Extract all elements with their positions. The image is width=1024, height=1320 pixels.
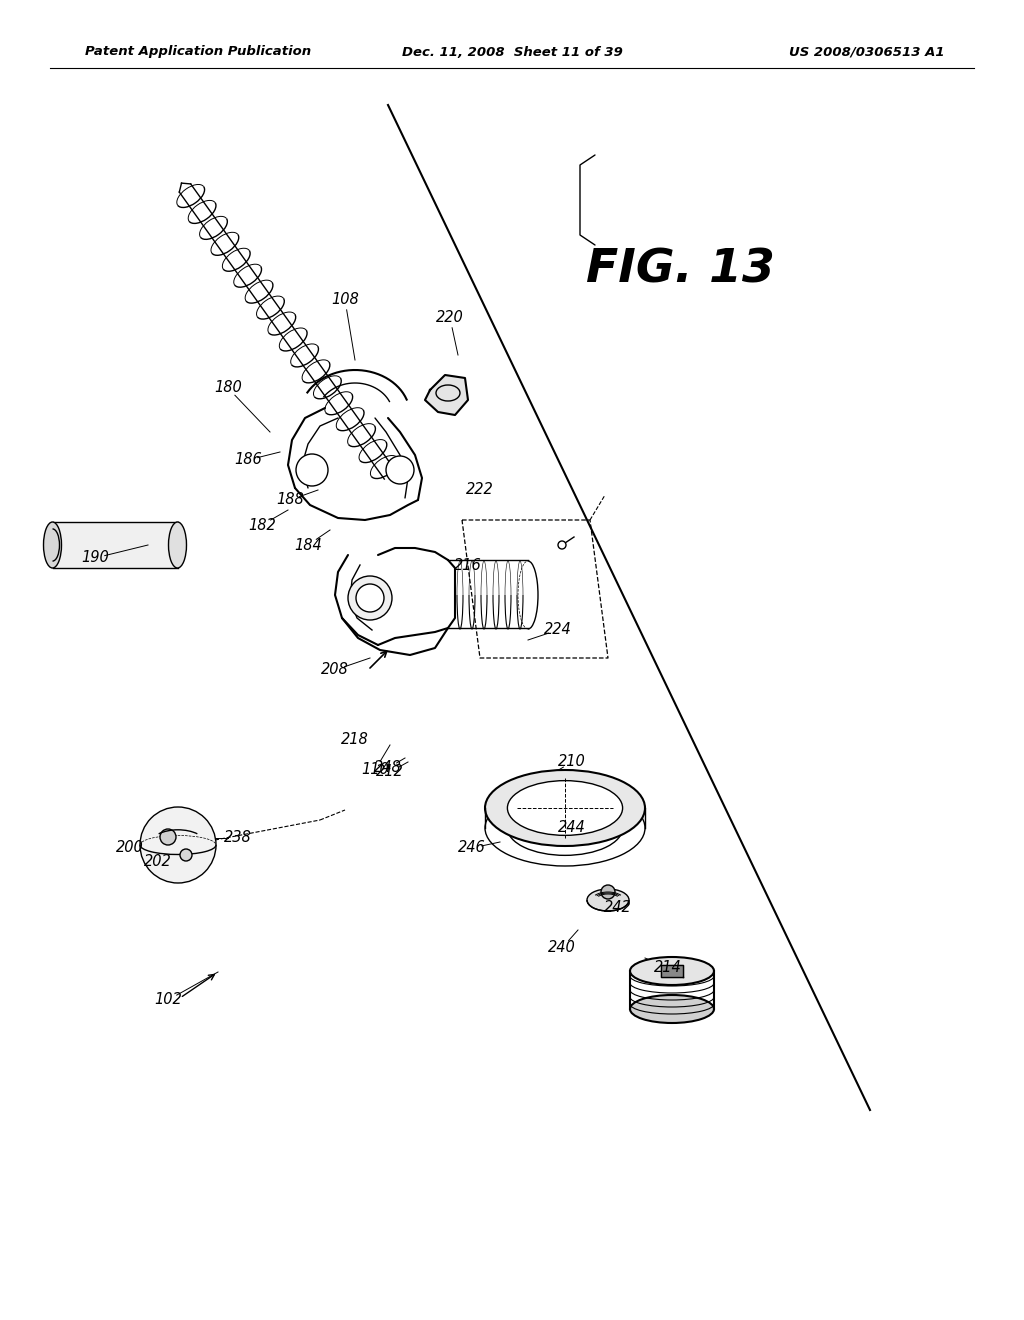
Ellipse shape <box>485 770 645 846</box>
Text: Dec. 11, 2008  Sheet 11 of 39: Dec. 11, 2008 Sheet 11 of 39 <box>401 45 623 58</box>
Polygon shape <box>660 965 683 977</box>
Ellipse shape <box>630 957 714 985</box>
Circle shape <box>348 576 392 620</box>
Bar <box>52 521 177 568</box>
Text: 200: 200 <box>116 841 144 855</box>
Text: 182: 182 <box>248 517 275 532</box>
Circle shape <box>180 849 193 861</box>
Text: 222: 222 <box>466 483 494 498</box>
Ellipse shape <box>630 995 714 1023</box>
Circle shape <box>356 583 384 612</box>
Text: 102: 102 <box>155 993 182 1007</box>
Text: 242: 242 <box>604 900 632 916</box>
Text: 224: 224 <box>544 623 571 638</box>
Text: 220: 220 <box>436 310 464 326</box>
Polygon shape <box>425 375 468 414</box>
Text: 208: 208 <box>322 663 349 677</box>
Ellipse shape <box>169 521 186 568</box>
Text: 110: 110 <box>361 763 389 777</box>
Text: 190: 190 <box>81 550 109 565</box>
Text: US 2008/0306513 A1: US 2008/0306513 A1 <box>790 45 945 58</box>
Circle shape <box>140 807 216 883</box>
Ellipse shape <box>508 780 623 836</box>
Circle shape <box>160 829 176 845</box>
Circle shape <box>296 454 328 486</box>
Text: 188: 188 <box>276 492 304 507</box>
Text: 248: 248 <box>374 760 401 776</box>
Text: 218: 218 <box>341 733 369 747</box>
Text: FIG. 13: FIG. 13 <box>586 248 774 293</box>
Text: 180: 180 <box>214 380 242 396</box>
Text: 210: 210 <box>558 755 586 770</box>
Circle shape <box>386 455 414 484</box>
Text: 108: 108 <box>331 293 358 308</box>
Text: 246: 246 <box>458 841 485 855</box>
Text: 186: 186 <box>234 453 262 467</box>
Text: Patent Application Publication: Patent Application Publication <box>85 45 311 58</box>
Ellipse shape <box>587 888 629 911</box>
Text: 214: 214 <box>654 961 682 975</box>
Text: 244: 244 <box>558 821 586 836</box>
Text: 202: 202 <box>144 854 172 870</box>
Text: 184: 184 <box>294 537 322 553</box>
Text: 240: 240 <box>548 940 575 956</box>
Text: 212: 212 <box>376 764 403 780</box>
Circle shape <box>558 541 566 549</box>
Text: 216: 216 <box>454 557 482 573</box>
Text: 238: 238 <box>224 830 252 846</box>
Circle shape <box>601 884 615 899</box>
Ellipse shape <box>43 521 61 568</box>
